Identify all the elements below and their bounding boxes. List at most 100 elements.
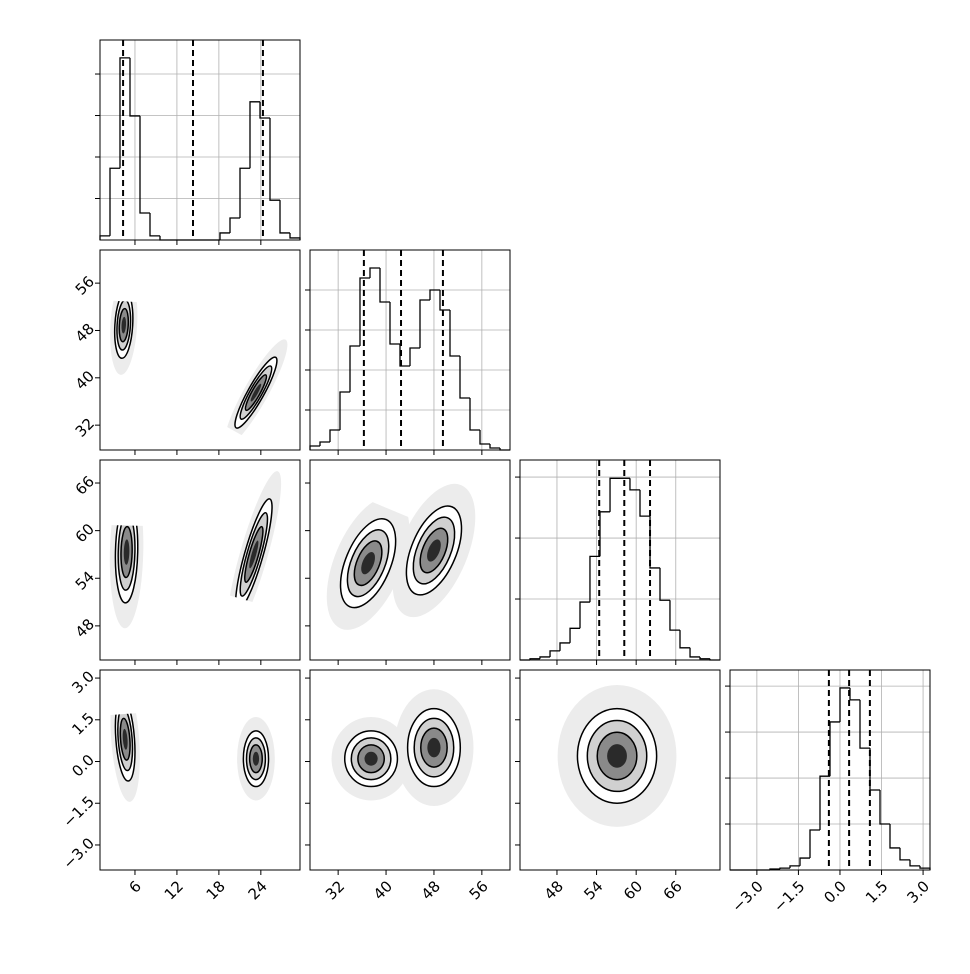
histogram-bin [459, 356, 470, 399]
panel-frame [309, 249, 511, 451]
x-tick-label: 60 [620, 877, 646, 903]
histogram-bin [639, 489, 651, 517]
x-tick-label: 40 [370, 877, 396, 903]
y-tick-label: 56 [72, 272, 98, 298]
histogram-bin [819, 775, 830, 830]
x-tick-label: 12 [161, 877, 187, 903]
histogram-bin [919, 865, 931, 870]
histogram-bin [349, 345, 360, 392]
panel-frame [99, 249, 301, 451]
histogram-bin [659, 567, 670, 601]
histogram-bin [879, 790, 890, 825]
x-tick-label: 48 [418, 877, 444, 903]
density-contour [123, 539, 130, 565]
y-tick-label: 1.5 [68, 709, 98, 739]
x-tick-label: 1.5 [862, 877, 892, 907]
histogram-bin [109, 167, 120, 236]
panel-frame [519, 669, 721, 871]
panel-frame [99, 39, 301, 241]
histogram-bin [569, 627, 580, 643]
histogram-bin [399, 344, 410, 367]
panel-frame [519, 459, 721, 661]
density-contour [607, 744, 627, 768]
x-tick-label: 24 [245, 877, 271, 903]
x-tick-label: 6 [125, 877, 144, 896]
histogram-bin [449, 310, 460, 357]
histogram-bin [649, 516, 660, 569]
histogram-bin [339, 391, 350, 430]
x-tick-label: 32 [322, 877, 348, 903]
x-tick-label: 66 [660, 877, 686, 903]
histogram-bin [129, 57, 140, 117]
histogram-bin [379, 268, 390, 303]
histogram-bin [479, 430, 490, 445]
histogram-bin [809, 829, 820, 859]
y-tick-label: 0.0 [68, 751, 98, 781]
y-tick-label: 54 [72, 568, 98, 594]
histogram-bin [609, 477, 620, 512]
histogram-bin [239, 167, 250, 219]
y-tick-label: −3.0 [60, 834, 98, 872]
histogram-bin [389, 302, 400, 345]
x-tick-label: 48 [541, 877, 567, 903]
panel-frame [99, 669, 301, 871]
histogram-bin [599, 511, 611, 557]
histogram-bin [319, 441, 330, 446]
histogram-bin [849, 687, 860, 701]
panel-frame [99, 459, 301, 661]
y-tick-label: 32 [72, 414, 98, 440]
histogram-bin [139, 115, 150, 214]
histogram-bin [439, 290, 450, 311]
panel-frame [309, 459, 511, 661]
density-contour [121, 316, 127, 334]
density-contour [427, 539, 441, 562]
density-contour [364, 751, 378, 766]
histogram-bin [889, 824, 900, 849]
histogram-bin [119, 57, 130, 169]
x-tick-label: 54 [580, 877, 606, 903]
y-tick-label: 66 [72, 472, 98, 498]
histogram-bin [789, 865, 800, 869]
histogram-bin [279, 200, 290, 234]
histogram-bin [829, 721, 840, 777]
x-tick-label: 0.0 [820, 877, 850, 907]
histogram-bin [249, 101, 260, 169]
histogram-bin [549, 650, 560, 657]
density-contour [361, 552, 375, 575]
histogram-bin [99, 235, 110, 240]
histogram-bin [559, 642, 571, 651]
histogram-bin [309, 445, 320, 450]
histogram-bin [149, 213, 160, 237]
histogram-bin [269, 118, 280, 201]
histogram-bin [859, 699, 870, 749]
histogram-bin [359, 277, 370, 346]
x-tick-label: 3.0 [903, 877, 933, 907]
histogram-bin [489, 444, 500, 449]
histogram-bin [429, 289, 440, 300]
histogram-bin [799, 857, 810, 866]
histogram-bin [669, 600, 680, 631]
histogram-bin [289, 232, 301, 240]
y-tick-label: 60 [72, 520, 98, 546]
histogram-bin [869, 748, 880, 791]
histogram-bin [469, 398, 480, 431]
histogram-bin [909, 859, 920, 867]
histogram-bin [259, 101, 270, 119]
x-tick-label: 18 [203, 877, 229, 903]
y-tick-label: 48 [72, 320, 98, 346]
y-tick-label: 40 [72, 367, 98, 393]
density-contour [249, 540, 259, 569]
y-tick-label: 48 [72, 615, 98, 641]
histogram-bin [589, 555, 600, 603]
histogram-bin [159, 235, 170, 241]
histogram-bin [219, 232, 230, 240]
density-contour [250, 383, 262, 402]
histogram-bin [409, 347, 420, 366]
y-tick-label: 3.0 [68, 667, 98, 697]
x-tick-label: 56 [466, 877, 492, 903]
density-contour [252, 751, 260, 766]
histogram-bin [699, 656, 710, 660]
histogram-bin [539, 656, 551, 659]
